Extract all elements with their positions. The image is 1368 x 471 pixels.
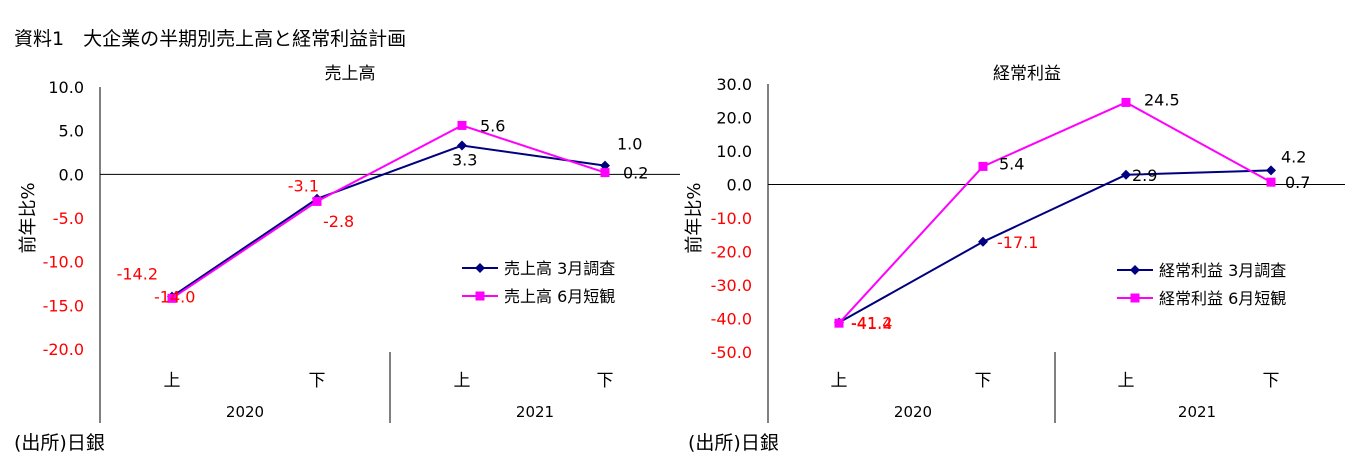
x-group-label: 2021 — [516, 403, 554, 421]
series-2-point — [167, 293, 177, 303]
x-category-label: 上 — [164, 371, 181, 391]
chart-title: 経常利益 — [993, 64, 1061, 84]
legend-label: 経常利益 3月調査 — [1159, 261, 1286, 280]
series-2-point — [1121, 97, 1131, 107]
series-1-point — [1121, 169, 1131, 180]
series-line-1 — [171, 144, 606, 298]
y-tick-label: 0.0 — [59, 165, 84, 184]
legend-label: 売上高 3月調査 — [504, 259, 615, 278]
series-2-point — [457, 120, 467, 130]
series-1-data-label: -2.8 — [323, 212, 354, 231]
y-tick-label: 30.0 — [716, 75, 752, 94]
y-tick-label: -15.0 — [43, 296, 84, 315]
legend-marker — [475, 291, 485, 301]
series-1-data-label: 2.9 — [1132, 166, 1157, 185]
y-tick-label: 10.0 — [48, 78, 84, 97]
series-1-point — [978, 236, 988, 247]
y-tick-label: 10.0 — [716, 142, 752, 161]
series-line-2 — [171, 124, 606, 300]
series-2-point — [312, 196, 322, 206]
series-2-data-label: 0.7 — [1285, 173, 1310, 192]
x-category-label: 下 — [1263, 371, 1280, 391]
series-1-point — [457, 140, 467, 151]
legend-label: 売上高 6月短観 — [504, 287, 615, 306]
series-2-point — [834, 318, 844, 328]
series-1-data-label: 1.0 — [617, 135, 642, 154]
series-2-point — [600, 168, 610, 178]
series-1-data-label: -14.0 — [154, 288, 195, 307]
y-axis-label: 前年比% — [684, 182, 705, 253]
y-tick-label: 20.0 — [716, 109, 752, 128]
source-note-left: (出所)日銀 — [14, 432, 105, 454]
series-2-point — [978, 161, 988, 171]
y-tick-label: -5.0 — [53, 209, 84, 228]
series-2-data-label: -3.1 — [288, 176, 319, 195]
y-tick-label: -20.0 — [43, 340, 84, 359]
source-note-right: (出所)日銀 — [688, 432, 779, 454]
series-2-data-label: -41.4 — [851, 314, 892, 333]
y-tick-label: 0.0 — [727, 176, 752, 195]
series-1-data-label: 3.3 — [452, 151, 477, 170]
series-1-data-label: -41.2 — [851, 314, 892, 333]
legend-label: 経常利益 6月短観 — [1159, 289, 1286, 308]
series-2-data-label: 24.5 — [1144, 90, 1180, 109]
x-group-label: 2021 — [1178, 403, 1216, 421]
legend-marker — [1130, 293, 1140, 303]
y-tick-label: -50.0 — [711, 343, 752, 362]
y-tick-label: 5.0 — [59, 122, 84, 141]
series-1-point — [1266, 165, 1276, 176]
series-1-data-label: -17.1 — [997, 233, 1038, 252]
page-title: 資料1 大企業の半期別売上高と経常利益計画 — [14, 28, 407, 50]
x-category-label: 上 — [1118, 371, 1135, 391]
y-tick-label: -10.0 — [711, 209, 752, 228]
y-tick-label: -30.0 — [711, 276, 752, 295]
y-tick-label: -10.0 — [43, 253, 84, 272]
series-line-1 — [838, 169, 1272, 324]
x-category-label: 上 — [831, 371, 848, 391]
series-2-data-label: -14.2 — [117, 264, 158, 283]
x-category-label: 上 — [454, 371, 471, 391]
series-2-data-label: 5.4 — [999, 154, 1024, 173]
x-category-label: 下 — [309, 371, 326, 391]
x-category-label: 下 — [597, 371, 614, 391]
x-category-label: 下 — [975, 371, 992, 391]
series-2-data-label: 5.6 — [480, 116, 505, 135]
y-axis-label: 前年比% — [18, 182, 39, 253]
y-tick-label: -20.0 — [711, 243, 752, 262]
legend-marker — [475, 263, 485, 273]
chart-title: 売上高 — [325, 64, 376, 84]
series-2-data-label: 0.2 — [623, 164, 648, 183]
x-group-label: 2020 — [226, 403, 264, 421]
y-tick-label: -40.0 — [711, 310, 752, 329]
series-line-2 — [838, 101, 1272, 324]
x-group-label: 2020 — [894, 403, 932, 421]
legend-marker — [1130, 265, 1140, 275]
series-1-data-label: 4.2 — [1281, 147, 1306, 166]
series-2-point — [1266, 177, 1276, 187]
